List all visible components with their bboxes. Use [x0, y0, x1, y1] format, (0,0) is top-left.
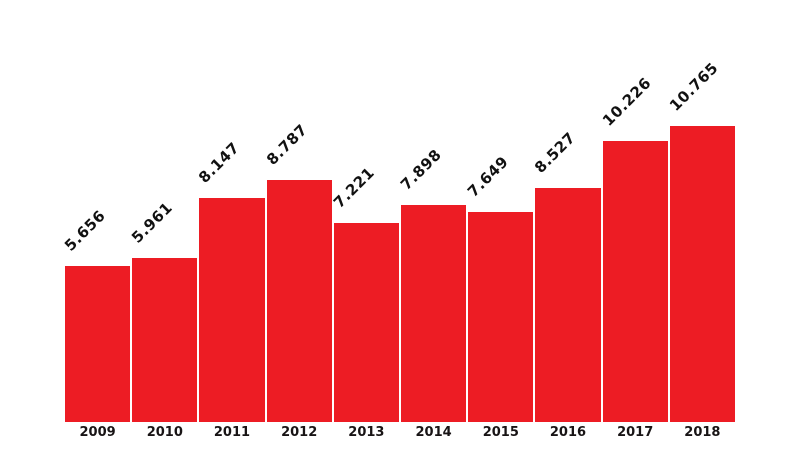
bar	[669, 126, 735, 422]
x-axis-tick-label: 2010	[146, 425, 183, 440]
bar	[266, 180, 332, 422]
bar	[333, 223, 399, 422]
bar	[535, 188, 601, 422]
bar	[468, 212, 534, 422]
bar-group: 8.787	[262, 0, 333, 422]
bar	[401, 205, 467, 422]
x-axis-tick-label: 2016	[549, 425, 587, 440]
bar-value-label: 8.527	[531, 128, 580, 177]
bar-group: 7.649	[464, 0, 534, 422]
bar-value-label: 10.765	[665, 58, 722, 115]
plot-area: 5.656 5.961 8.147 8.787 7.221 7.898 7.649 8.527…	[60, 0, 736, 422]
bar-group: 5.656	[60, 0, 131, 422]
bar-value-label: 10.226	[598, 73, 655, 130]
x-axis: 2009 2010 2011 2012 2013 2014 2015 2016 2017 2018	[64, 424, 736, 444]
bar-group: 10.765	[665, 0, 736, 422]
bar-value-label: 8.147	[195, 138, 244, 187]
bar	[65, 266, 131, 422]
bar-value-label: 5.656	[60, 206, 110, 255]
x-axis-tick-label: 2009	[79, 425, 116, 440]
bar	[199, 198, 265, 422]
bar-group: 8.527	[531, 0, 601, 422]
bar-group: 8.147	[195, 0, 265, 422]
bar-group: 7.898	[396, 0, 467, 422]
bar	[132, 258, 198, 422]
x-axis-tick-label: 2013	[348, 425, 385, 440]
x-axis-tick-label: 2017	[617, 425, 654, 440]
x-axis-tick-label: 2011	[213, 425, 251, 440]
bar-value-label: 5.961	[128, 198, 177, 247]
bar-value-label: 8.787	[262, 120, 311, 169]
bar-group: 7.221	[329, 0, 400, 422]
bar-value-label: 7.898	[396, 145, 446, 194]
bar-group: 5.961	[128, 0, 198, 422]
x-axis-tick-label: 2018	[684, 425, 721, 440]
bar-value-label: 7.649	[464, 152, 513, 201]
x-axis-tick-label: 2015	[482, 425, 519, 440]
bar-group: 10.226	[598, 0, 669, 422]
bar	[602, 141, 668, 422]
bar-value-label: 7.221	[329, 163, 378, 212]
x-axis-tick-label: 2014	[415, 425, 452, 440]
x-axis-tick-label: 2012	[281, 425, 318, 440]
